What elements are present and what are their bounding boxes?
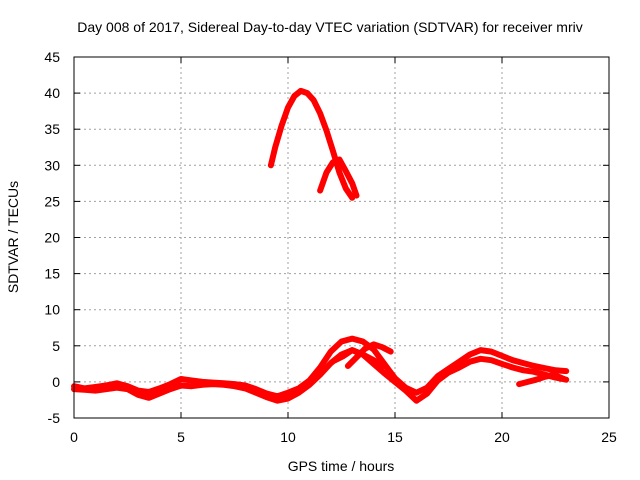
series-line-hump-b <box>332 347 388 369</box>
y-axis-label: SDTVAR / TECUs <box>5 181 21 293</box>
y-tick-label: 0 <box>52 374 60 390</box>
y-tick-label: 20 <box>44 230 60 246</box>
y-tick-label: -5 <box>48 410 61 426</box>
x-tick-label: 20 <box>494 429 510 445</box>
series-line-arc-large <box>267 87 356 201</box>
y-tick-label: 5 <box>52 338 60 354</box>
y-tick-label: 35 <box>44 121 60 137</box>
y-tick-label: 30 <box>44 157 60 173</box>
x-tick-label: 25 <box>601 429 617 445</box>
y-tick-label: 40 <box>44 85 60 101</box>
y-tick-label: 15 <box>44 266 60 282</box>
x-axis-label: GPS time / hours <box>288 458 395 474</box>
chart-title: Day 008 of 2017, Sidereal Day-to-day VTE… <box>77 19 582 35</box>
series-line-tail-a <box>516 371 568 388</box>
series-line-hump-a <box>344 341 394 369</box>
y-tick-label: 10 <box>44 302 60 318</box>
series-line-baseline-b <box>71 347 570 404</box>
x-tick-label: 0 <box>70 429 78 445</box>
x-tick-label: 10 <box>280 429 296 445</box>
series-line-arc-small <box>317 156 360 199</box>
series-layer <box>71 87 570 404</box>
x-tick-label: 5 <box>177 429 185 445</box>
series-line-baseline-a <box>71 335 570 400</box>
ticks: 0 5 10 15 20 25 -5 0 5 10 15 20 25 30 35 40 45 <box>44 49 617 445</box>
x-tick-label: 15 <box>387 429 403 445</box>
y-tick-label: 25 <box>44 193 60 209</box>
y-tick-label: 45 <box>44 49 60 65</box>
